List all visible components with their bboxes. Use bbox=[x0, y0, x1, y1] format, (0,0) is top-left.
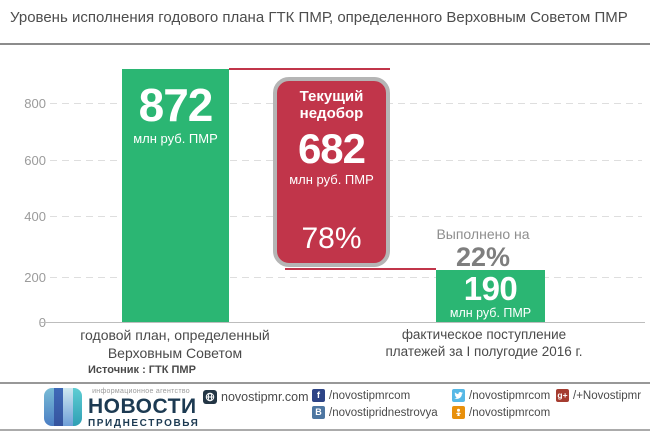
logo-stripe bbox=[72, 388, 82, 426]
shortfall-value: 682 bbox=[297, 124, 366, 172]
globe-icon bbox=[203, 390, 217, 404]
social-link-twitter[interactable]: /novostipmrcom bbox=[452, 389, 550, 402]
agency-name: НОВОСТИ bbox=[88, 395, 197, 418]
social-link-google-plus[interactable]: g+ /+Novostipmr bbox=[556, 389, 641, 402]
x-axis-label-plan-line1: годовой план, определенный bbox=[80, 327, 270, 343]
bar-actual-receipts-unit: млн руб. ПМР bbox=[449, 306, 532, 320]
social-link-odnoklassniki[interactable]: /novostipmrcom bbox=[452, 406, 550, 419]
source-note: Источник : ГТК ПМР bbox=[88, 364, 196, 376]
title-divider bbox=[0, 43, 650, 45]
website-link[interactable]: novostipmr.com bbox=[203, 390, 309, 404]
agency-tagline: информационное агентство bbox=[92, 388, 190, 395]
x-axis-label-plan-line2: Верховным Советом bbox=[107, 344, 243, 361]
logo-stripe bbox=[63, 388, 73, 426]
x-axis-label-plan: годовой план, определенный Верховным Сов… bbox=[66, 327, 284, 362]
social-link-facebook[interactable]: f /novostipmrcom bbox=[312, 389, 410, 402]
shortfall-percent: 78% bbox=[301, 222, 362, 255]
social-link-vk[interactable]: В /novostipridnestrovya bbox=[312, 406, 438, 419]
y-axis-tick-label: 400 bbox=[24, 209, 46, 224]
logo-stripe bbox=[53, 388, 63, 426]
executed-note: Выполнено на 22% bbox=[420, 226, 546, 271]
vk-icon: В bbox=[312, 406, 325, 419]
executed-percent: 22% bbox=[455, 242, 511, 272]
x-axis-line bbox=[40, 322, 645, 323]
x-axis-label-actual: фактическое поступление платежей за I по… bbox=[373, 327, 595, 361]
agency-logo: информационное агентство НОВОСТИ ПРИДНЕС… bbox=[88, 388, 200, 429]
gridline-200 bbox=[50, 277, 642, 278]
bar-actual-receipts: 190 млн руб. ПМР bbox=[436, 270, 545, 322]
logo-stripe bbox=[44, 388, 54, 426]
odnoklassniki-icon bbox=[452, 406, 465, 419]
footer-divider bbox=[0, 382, 650, 384]
facebook-icon: f bbox=[312, 389, 325, 402]
executed-label: Выполнено на bbox=[436, 226, 530, 242]
y-axis-tick-label: 200 bbox=[24, 270, 46, 285]
shortfall-connector-top bbox=[229, 68, 390, 70]
y-axis-tick-label: 600 bbox=[24, 153, 46, 168]
bar-annual-plan: 872 млн руб. ПМР bbox=[122, 69, 229, 322]
twitter-icon bbox=[452, 389, 465, 402]
shortfall-unit: млн руб. ПМР bbox=[289, 171, 374, 187]
social-handle: /novostipmrcom bbox=[469, 406, 551, 419]
bottom-border bbox=[0, 429, 650, 431]
social-handle: /novostipmrcom bbox=[329, 389, 411, 402]
social-handle: /+Novostipmr bbox=[573, 389, 642, 402]
google-plus-icon: g+ bbox=[556, 389, 569, 402]
agency-logo-icon bbox=[44, 388, 82, 426]
shortfall-label: Текущий недобор bbox=[299, 88, 364, 123]
website-text: novostipmr.com bbox=[221, 390, 309, 404]
page-title: Уровень исполнения годового плана ГТК ПМ… bbox=[10, 9, 628, 26]
bar-annual-plan-unit: млн руб. ПМР bbox=[133, 131, 218, 146]
x-axis-label-actual-line1: фактическое поступление bbox=[401, 327, 567, 342]
agency-region: ПРИДНЕСТРОВЬЯ bbox=[88, 418, 200, 429]
social-handle: /novostipridnestrovya bbox=[329, 406, 438, 419]
bar-actual-receipts-value: 190 bbox=[463, 270, 518, 307]
x-axis-label-actual-line2: платежей за I полугодие 2016 г. bbox=[385, 343, 583, 359]
social-handle: /novostipmrcom bbox=[469, 389, 551, 402]
y-axis-tick-label: 800 bbox=[24, 96, 46, 111]
bar-annual-plan-value: 872 bbox=[138, 79, 214, 131]
shortfall-callout: Текущий недобор 682 млн руб. ПМР 78% bbox=[273, 77, 390, 267]
shortfall-connector-bottom bbox=[285, 268, 436, 270]
